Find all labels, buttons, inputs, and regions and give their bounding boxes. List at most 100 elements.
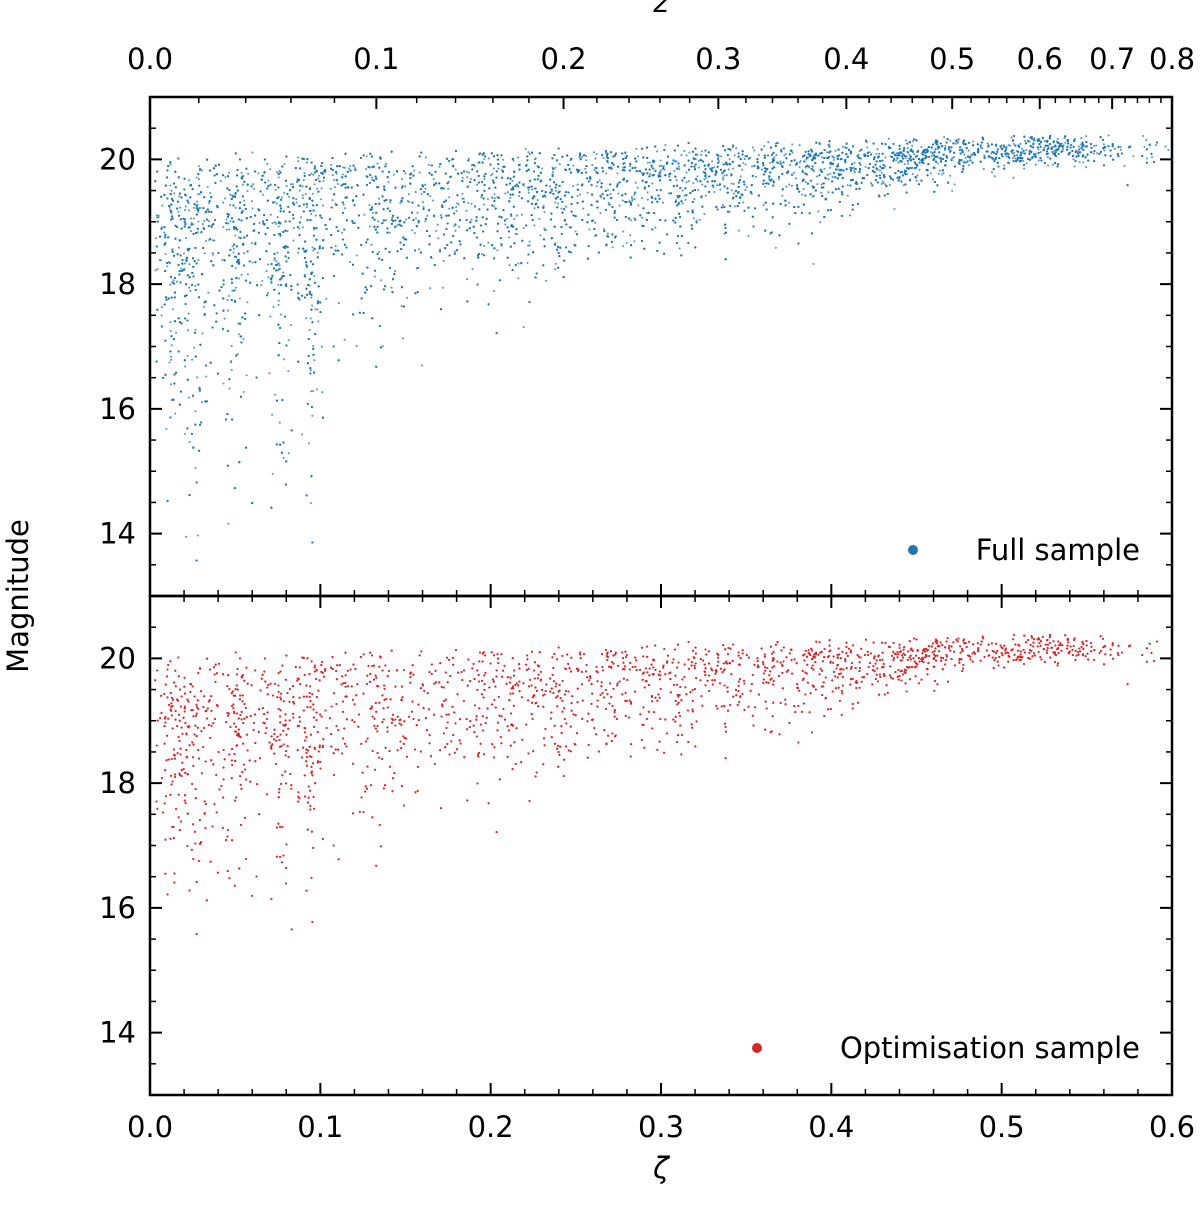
scatter-point: [889, 155, 892, 158]
scatter-point: [1061, 147, 1065, 150]
scatter-point: [316, 308, 319, 311]
scatter-point: [237, 277, 240, 280]
scatter-point: [228, 387, 231, 390]
scatter-point: [1145, 157, 1148, 160]
scatter-point: [1052, 145, 1055, 148]
scatter-point: [305, 161, 308, 164]
scatter-point: [189, 230, 193, 233]
scatter-point: [322, 179, 325, 183]
scatter-point: [1010, 152, 1014, 155]
scatter-point: [237, 322, 240, 325]
scatter-point: [198, 192, 201, 196]
scatter-point: [1102, 143, 1105, 146]
scatter-point: [897, 161, 900, 164]
scatter-point: [242, 338, 245, 341]
scatter-point: [276, 171, 279, 174]
scatter-point: [728, 158, 731, 161]
scatter-point: [879, 165, 882, 168]
scatter-point: [349, 260, 352, 264]
scatter-point: [388, 209, 391, 212]
scatter-point: [289, 183, 292, 186]
scatter-point: [491, 196, 494, 199]
scatter-point: [169, 358, 173, 361]
scatter-point: [504, 223, 507, 226]
scatter-point: [407, 193, 410, 196]
scatter-point: [251, 207, 254, 210]
scatter-point: [911, 144, 914, 147]
scatter-point: [550, 190, 553, 193]
scatter-point: [795, 177, 798, 180]
scatter-point: [496, 249, 499, 252]
scatter-point: [401, 178, 404, 181]
scatter-point: [493, 197, 496, 200]
scatter-point: [222, 382, 225, 385]
scatter-point: [229, 203, 232, 206]
scatter-point: [278, 421, 281, 424]
scatter-point: [646, 191, 649, 194]
scatter-point: [235, 286, 238, 289]
scatter-point: [232, 251, 235, 254]
scatter-point: [1143, 145, 1146, 148]
scatter-point: [831, 176, 834, 179]
scatter-point: [260, 284, 263, 287]
scatter-point: [314, 308, 317, 311]
scatter-point: [508, 236, 511, 239]
scatter-point: [187, 312, 190, 315]
scatter-point: [908, 154, 911, 157]
scatter-point: [301, 194, 304, 197]
scatter-point: [301, 197, 304, 200]
scatter-point: [936, 147, 940, 151]
scatter-point: [911, 172, 914, 176]
scatter-point: [1047, 164, 1050, 167]
scatter-point: [492, 167, 496, 170]
scatter-point: [439, 214, 442, 217]
scatter-point: [826, 173, 829, 176]
scatter-point: [929, 150, 932, 154]
scatter-point: [1076, 150, 1080, 153]
scatter-point: [265, 270, 268, 273]
scatter-point: [641, 197, 644, 200]
scatter-point: [251, 261, 254, 264]
scatter-point: [279, 313, 282, 316]
scatter-point: [1012, 142, 1015, 145]
scatter-point: [321, 391, 324, 394]
scatter-point: [846, 184, 849, 187]
scatter-point: [277, 283, 280, 286]
scatter-point: [277, 303, 280, 306]
scatter-point: [1034, 153, 1037, 156]
scatter-point: [668, 175, 671, 178]
scatter-point: [1046, 155, 1049, 159]
scatter-point: [308, 442, 311, 445]
scatter-point: [993, 175, 996, 178]
scatter-point: [404, 185, 407, 188]
scatter-point: [385, 163, 388, 166]
scatter-point: [790, 184, 793, 187]
scatter-point: [273, 258, 276, 261]
scatter-point: [184, 365, 187, 368]
scatter-point: [951, 157, 954, 160]
scatter-point: [834, 149, 837, 152]
scatter-point: [330, 163, 333, 166]
scatter-point: [876, 148, 879, 151]
scatter-point: [522, 326, 525, 329]
scatter-point: [203, 252, 206, 255]
scatter-point: [252, 187, 256, 190]
scatter-point: [311, 192, 314, 195]
scatter-point: [171, 308, 174, 311]
scatter-point: [1145, 139, 1148, 142]
scatter-point: [745, 186, 748, 189]
scatter-point: [169, 383, 173, 386]
scatter-point: [166, 265, 169, 268]
scatter-point: [435, 229, 438, 232]
scatter-point: [192, 217, 195, 220]
scatter-point: [243, 252, 246, 255]
scatter-point: [414, 191, 417, 194]
scatter-point: [234, 206, 237, 209]
scatter-point: [448, 196, 451, 199]
scatter-point: [174, 412, 177, 415]
scatter-point: [287, 339, 290, 342]
scatter-point: [355, 254, 358, 257]
scatter-point: [508, 264, 511, 267]
scatter-point: [572, 185, 575, 188]
